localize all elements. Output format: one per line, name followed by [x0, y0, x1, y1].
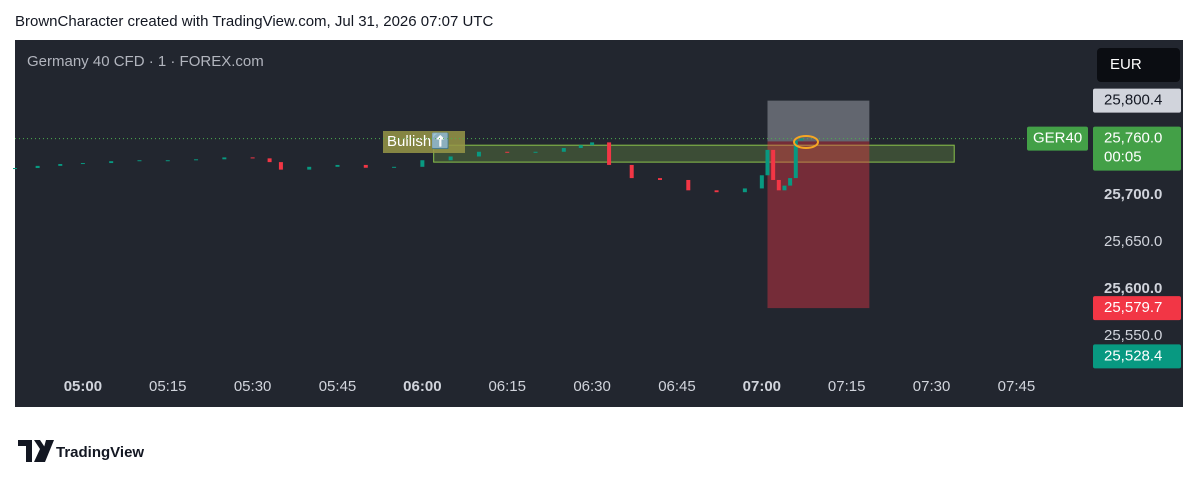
candle [759, 175, 764, 189]
x-tick-label: 06:15 [488, 378, 526, 395]
logo [18, 440, 54, 462]
candle [335, 164, 340, 167]
candle [392, 166, 397, 168]
candle [788, 178, 793, 186]
chart-title: Germany 40 CFD · 1 · FOREX.com [27, 53, 264, 70]
x-tick-label: 07:30 [913, 378, 951, 395]
symbol-label: GER40 [1033, 130, 1082, 147]
candle [561, 148, 566, 152]
stop-price-label-bg [1093, 296, 1181, 321]
x-tick-label: 06:30 [573, 378, 611, 395]
candle [782, 185, 787, 191]
x-tick-label: 06:00 [403, 378, 441, 395]
target-price-label: 25,800.4 [1104, 92, 1162, 109]
zone [433, 144, 955, 163]
candle [363, 164, 368, 168]
position-target [767, 100, 870, 142]
low-price-label: 25,528.4 [1104, 347, 1162, 364]
candle [267, 158, 272, 163]
candle [194, 159, 199, 161]
candle [658, 178, 662, 180]
header-title: BrownCharacter created with TradingView.… [15, 13, 493, 30]
candle [448, 156, 453, 161]
candle [590, 142, 595, 146]
candle [505, 151, 510, 153]
candle [165, 160, 170, 162]
y-tick-label: 25,600.0 [1104, 280, 1162, 297]
candle [420, 160, 425, 167]
logo-mark [18, 440, 54, 462]
x-tick-label: 05:45 [319, 378, 357, 395]
y-tick-label: 25,650.0 [1104, 233, 1162, 250]
x-tick-label: 06:45 [658, 378, 696, 395]
candle [250, 157, 255, 159]
candle [137, 160, 142, 162]
position-stop [767, 141, 870, 309]
x-tick-label: 07:00 [743, 378, 781, 395]
candle [776, 179, 781, 191]
low-price-label-bg [1093, 344, 1181, 369]
x-tick-label: 07:15 [828, 378, 866, 395]
x-tick-label: 07:45 [998, 378, 1036, 395]
candle [771, 149, 776, 180]
target-price-label-bg [1093, 88, 1181, 113]
candle [714, 190, 719, 193]
x-tick-label: 05:30 [234, 378, 272, 395]
candle [80, 163, 85, 165]
candle [476, 151, 481, 157]
currency[interactable]: EUR [1110, 56, 1142, 73]
candle [765, 149, 770, 176]
zone-label-bg [383, 131, 465, 153]
candle [629, 164, 634, 179]
candle [307, 166, 312, 170]
y-tick-label: 25,550.0 [1104, 327, 1162, 344]
last-price-bg [1093, 126, 1181, 171]
brand: TradingView [56, 444, 144, 461]
candle [793, 140, 798, 179]
candle [222, 157, 227, 160]
candle [533, 151, 538, 153]
candle [686, 179, 691, 191]
chart-panel [15, 40, 1183, 407]
plot: 05:00 05:15 05:30 05:45 06:00 06:15 06:30 06:45… [13, 88, 1181, 395]
candle [35, 165, 40, 169]
last-price-label: 25,760.0 [1104, 130, 1162, 147]
candle [58, 163, 63, 166]
x-tick-label: 05:00 [64, 378, 102, 395]
marker [793, 135, 819, 149]
candle [109, 161, 114, 164]
y-tick-label: 25,700.0 [1104, 186, 1162, 203]
x-tick-label: 05:15 [149, 378, 187, 395]
candle [578, 145, 583, 149]
zone-label: Bullish⬆️ [387, 132, 450, 150]
candle [278, 162, 283, 170]
currency-box[interactable] [1097, 48, 1180, 82]
countdown: 00:05 [1104, 149, 1142, 166]
candle [607, 142, 612, 165]
candle [13, 168, 17, 170]
stop-price-label: 25,579.7 [1104, 299, 1162, 316]
candle [799, 138, 804, 141]
candle [742, 188, 747, 193]
symbol-bg [1027, 126, 1088, 151]
